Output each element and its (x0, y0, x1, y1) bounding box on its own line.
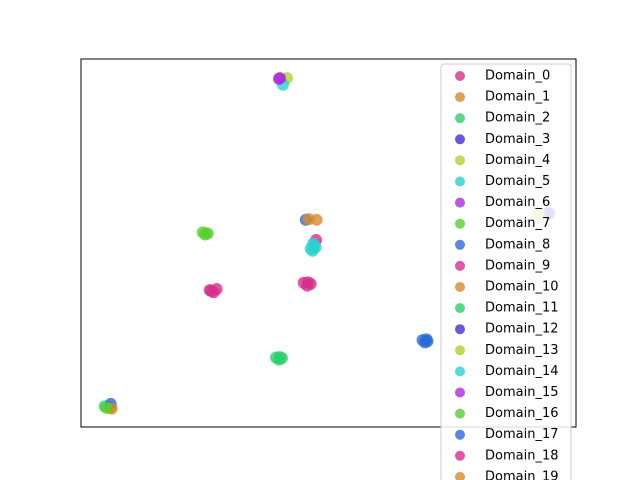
point (100, 401, 113, 414)
legend-marker (455, 197, 465, 208)
point (420, 333, 433, 346)
legend-label: Domain_5 (485, 174, 550, 189)
legend-marker (455, 134, 465, 145)
point (308, 239, 321, 252)
legend-label: Domain_16 (485, 406, 559, 421)
point (199, 228, 212, 241)
point (273, 351, 286, 364)
legend-marker (455, 260, 465, 271)
legend-label: Domain_9 (485, 258, 550, 273)
legend-label: Domain_17 (485, 427, 559, 442)
legend-label: Domain_4 (485, 153, 550, 168)
legend-marker (455, 303, 465, 314)
point (273, 72, 285, 85)
legend-label: Domain_19 (485, 469, 559, 480)
legend-marker (455, 387, 465, 398)
legend-label: Domain_13 (485, 343, 559, 358)
legend-label: Domain_10 (485, 280, 559, 295)
legend-marker (455, 324, 465, 335)
legend-marker (455, 218, 465, 229)
legend-marker (455, 92, 465, 103)
legend-label: Domain_15 (485, 385, 559, 400)
legend-marker (455, 113, 465, 124)
point (302, 213, 315, 226)
point (205, 284, 218, 297)
legend-marker (455, 408, 465, 419)
legend-label: Domain_8 (485, 237, 550, 252)
legend-label: Domain_2 (485, 111, 550, 126)
legend-label: Domain_6 (485, 195, 550, 210)
legend: Domain_0 Domain_1 Domain_2 Domain_3 Domain_4… (440, 63, 572, 480)
legend-label: Domain_0 (485, 69, 550, 84)
legend-label: Domain_14 (485, 364, 559, 379)
legend-marker (455, 471, 465, 480)
legend-marker (455, 366, 465, 377)
legend-box (440, 63, 572, 480)
legend-label: Domain_11 (485, 301, 559, 316)
legend-label: Domain_3 (485, 132, 550, 147)
legend-marker (455, 282, 465, 292)
legend-label: Domain_7 (485, 216, 550, 231)
legend-marker (455, 345, 465, 356)
legend-label: Domain_12 (485, 322, 559, 337)
legend-marker (455, 429, 465, 440)
legend-label: Domain_18 (485, 448, 559, 463)
legend-marker (455, 239, 465, 250)
legend-marker (455, 176, 465, 187)
point (302, 276, 315, 289)
legend-marker (455, 71, 465, 81)
legend-marker (455, 450, 465, 461)
legend-marker (455, 155, 465, 166)
legend-label: Domain_1 (485, 90, 550, 105)
